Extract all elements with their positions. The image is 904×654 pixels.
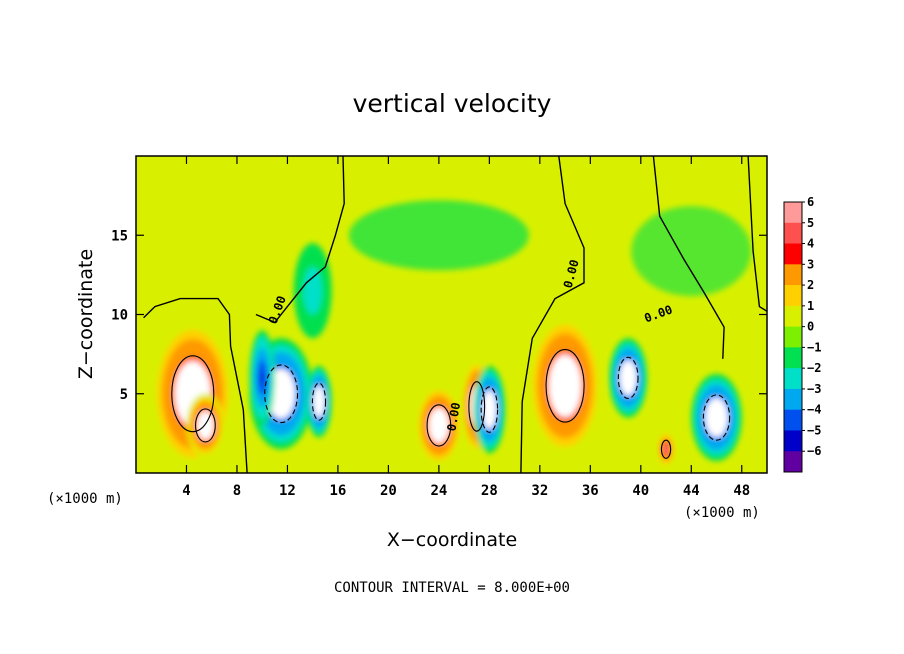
colorbar-label: −1 <box>807 340 821 354</box>
chart-title: vertical velocity <box>353 89 552 118</box>
zero-contour-line <box>143 297 248 473</box>
colorbar-label: 3 <box>807 257 814 271</box>
off-scale-core <box>705 397 728 438</box>
positive-contour <box>545 349 585 423</box>
y-tick-label: 5 <box>120 387 128 403</box>
x-tick-label: 16 <box>329 483 346 499</box>
colorbar-swatch <box>784 451 802 473</box>
colorbar-swatch <box>784 222 802 245</box>
contour-interval-note: CONTOUR INTERVAL = 8.000E+00 <box>334 580 570 596</box>
zero-contour-line <box>255 156 345 324</box>
positive-contour <box>195 408 216 443</box>
contour-lines: 0.000.000.000.00 <box>143 156 767 473</box>
y-axis-ticks: 5 10 15 <box>111 228 767 403</box>
x-tick-label: 32 <box>531 483 548 499</box>
x-axis-label: X−coordinate <box>387 529 517 551</box>
x-unit-left: (×1000 m) <box>47 491 123 507</box>
updraft-cell <box>186 393 225 458</box>
contour-label: 0.00 <box>444 401 463 432</box>
x-tick-label: 20 <box>380 483 397 499</box>
x-tick-label: 28 <box>481 483 498 499</box>
colorbar-swatch <box>784 243 802 265</box>
y-tick-label: 15 <box>111 228 128 244</box>
negative-contour <box>617 356 639 400</box>
x-tick-label: 36 <box>582 483 599 499</box>
colorbar-swatch <box>784 368 802 390</box>
y-tick-label: 10 <box>111 308 128 324</box>
positive-contour <box>426 404 452 447</box>
off-scale-core <box>482 389 497 430</box>
downdraft-cell <box>306 366 332 438</box>
colorbar-label: 6 <box>807 195 814 209</box>
off-scale-core <box>196 411 214 440</box>
x-axis-ticks: 4 8 12 16 20 24 28 32 36 40 44 48 <box>182 156 750 499</box>
colorbar-swatch <box>784 326 802 348</box>
colorbar-label: 5 <box>807 216 814 230</box>
colorbar-label: 1 <box>807 299 814 313</box>
colorbar-swatch <box>784 264 802 286</box>
colorbar-label: −3 <box>807 382 821 396</box>
negative-contour <box>480 386 499 433</box>
negative-contour <box>311 382 327 421</box>
positive-contour <box>171 355 215 433</box>
colorbar-label: 0 <box>807 320 814 334</box>
x-tick-label: 44 <box>683 483 700 499</box>
x-tick-label: 8 <box>233 483 241 499</box>
off-scale-core <box>313 385 325 418</box>
zero-contour-line <box>747 156 767 312</box>
colorbar-label: −2 <box>807 361 821 375</box>
colorbar-swatch <box>784 388 802 411</box>
x-tick-label: 40 <box>632 483 649 499</box>
colorbar: 6 5 4 3 2 1 0 −1 −2 −3 −4 −5 −6 <box>783 195 821 473</box>
colorbar-label: −5 <box>807 423 821 437</box>
background-variation <box>141 171 752 297</box>
colorbar-swatch <box>784 202 802 224</box>
colorbar-swatch <box>784 409 802 431</box>
x-tick-label: 4 <box>182 483 190 499</box>
colorbar-label: −6 <box>807 444 821 458</box>
off-scale-core <box>619 360 637 396</box>
negative-contour <box>702 394 731 441</box>
x-unit-right: (×1000 m) <box>684 505 760 521</box>
downdraft-cell <box>249 330 275 426</box>
downdraft-cell <box>473 366 506 454</box>
negative-contour <box>264 364 299 424</box>
positive-contour <box>468 381 486 432</box>
colorbar-label: −4 <box>807 403 821 417</box>
y-axis-label: Z−coordinate <box>75 249 97 379</box>
colorbar-frame <box>783 201 803 473</box>
x-tick-label: 48 <box>733 483 750 499</box>
weak-updraft-patch <box>141 171 282 252</box>
updraft-cell <box>528 316 602 456</box>
x-tick-label: 24 <box>430 483 447 499</box>
colorbar-swatch <box>784 430 802 452</box>
downdraft-cell <box>691 373 742 462</box>
x-tick-label: 12 <box>279 483 296 499</box>
zero-contour-line <box>652 156 725 359</box>
colorbar-swatch <box>784 305 802 328</box>
zero-contour-line <box>520 156 585 473</box>
colorbar-swatch <box>784 347 802 369</box>
updraft-cell <box>657 431 675 467</box>
positive-contour <box>660 439 672 459</box>
off-scale-core <box>428 407 450 444</box>
off-scale-core <box>548 354 582 418</box>
colorbar-swatch <box>784 285 802 307</box>
downdraft-cell <box>609 338 648 418</box>
colorbar-label: 4 <box>807 237 814 251</box>
weak-downdraft-patch <box>348 200 529 271</box>
weak-downdraft-patch <box>631 206 752 297</box>
colorbar-label: 2 <box>807 278 814 292</box>
